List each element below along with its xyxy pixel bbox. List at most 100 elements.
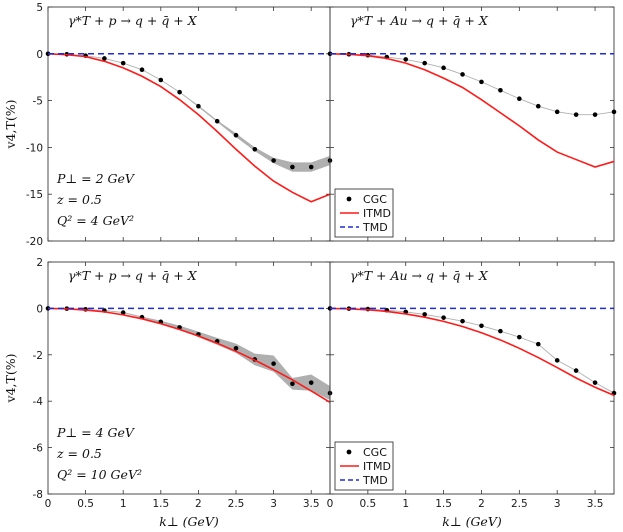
x-tick-label: 0.5: [360, 498, 377, 510]
cgc-point: [573, 368, 579, 373]
y-tick-label: -5: [33, 96, 43, 108]
process-label: γ*T + Au → q + q̄ + X: [350, 13, 489, 28]
x-tick-label: 3: [554, 498, 561, 510]
param-label: P⊥ = 2 GeV: [56, 171, 136, 186]
y-tick-label: -2: [33, 350, 43, 362]
cgc-guide-line: [329, 307, 615, 394]
cgc-point: [592, 112, 598, 117]
cgc-point: [573, 112, 579, 117]
cgc-point: [535, 103, 541, 109]
panel-bottom-right: 0 0.5 1 1.5 2 2.5 3 3.5 γ*T + Au → q + q̄ + X CGC…: [327, 261, 617, 529]
cgc-point: [290, 164, 295, 170]
cgc-band: [48, 308, 330, 401]
cgc-point: [611, 109, 617, 115]
cgc-point: [308, 164, 314, 170]
process-label: γ*T + Au → q + q̄ + X: [350, 268, 489, 283]
cgc-point: [403, 57, 409, 62]
cgc-point: [517, 96, 522, 102]
y-tick-label: -4: [33, 396, 44, 408]
cgc-point: [233, 346, 239, 351]
cgc-point: [120, 60, 126, 66]
y-tick-label: 0: [36, 49, 43, 61]
cgc-point: [233, 132, 239, 138]
legend-tmd-label: TMD: [362, 474, 388, 487]
panel-frame: [329, 6, 615, 242]
x-tick-label: 3.5: [303, 498, 320, 510]
cgc-point: [441, 315, 446, 320]
cgc-point: [422, 312, 427, 317]
x-tick-label: 0: [45, 498, 52, 510]
x-tick-label: 1: [402, 498, 409, 510]
x-axis-label: k⊥ (GeV): [159, 514, 219, 529]
cgc-point: [271, 361, 276, 366]
param-label: Q² = 4 GeV²: [57, 213, 134, 228]
cgc-point: [271, 158, 276, 163]
cgc-point: [422, 60, 427, 66]
process-label: γ*T + p → q + q̄ + X: [68, 268, 198, 283]
cgc-point: [535, 341, 541, 347]
y-tick-label: -8: [33, 489, 43, 501]
legend-cgc-label: CGC: [363, 446, 387, 459]
cgc-point: [460, 318, 465, 324]
cgc-point: [308, 380, 314, 385]
cgc-point: [498, 88, 503, 93]
cgc-point: [460, 72, 465, 77]
x-tick-label: 2.5: [228, 498, 245, 510]
param-label: Q² = 10 GeV²: [57, 467, 142, 482]
y-tick-label: 2: [36, 257, 43, 269]
cgc-guide-line: [329, 53, 615, 116]
x-tick-label: 0: [327, 498, 334, 510]
cgc-guide-line: [47, 53, 331, 168]
x-tick-label: 1.5: [152, 498, 169, 510]
legend-cgc-label: CGC: [363, 193, 387, 206]
cgc-guide-line: [47, 307, 331, 394]
param-label: z = 0.5: [56, 192, 102, 207]
x-axis-label: k⊥ (GeV): [442, 514, 502, 529]
y-tick-label: 5: [36, 2, 43, 14]
legend-itmd-label: ITMD: [363, 207, 391, 220]
y-axis-label: v4,T(%): [3, 354, 18, 404]
legend-cgc-marker: [346, 196, 352, 202]
cgc-point: [196, 103, 201, 109]
cgc-point: [102, 56, 107, 61]
cgc-point: [139, 67, 145, 73]
x-tick-label: 3.5: [587, 498, 604, 510]
cgc-point: [498, 328, 503, 334]
y-axis-label: v4,T(%): [3, 100, 18, 150]
cgc-point: [592, 380, 598, 385]
legend-itmd-label: ITMD: [363, 460, 391, 473]
x-tick-label: 1: [120, 498, 127, 510]
cgc-point: [120, 310, 126, 315]
cgc-point: [290, 381, 295, 387]
x-tick-label: 1.5: [435, 498, 452, 510]
process-label: γ*T + p → q + q̄ + X: [68, 13, 198, 28]
panel-frame: [329, 261, 615, 495]
cgc-point: [479, 323, 484, 329]
cgc-point: [177, 89, 182, 95]
cgc-point: [214, 118, 220, 124]
panel-top-left: 5 0 -5 -10 -15 -20 γ*T + p → q + q̄ + X P⊥ = 2 …: [3, 2, 333, 248]
itmd-line: [329, 307, 615, 397]
cgc-point: [554, 358, 560, 363]
y-tick-label: -20: [26, 236, 43, 248]
itmd-line: [47, 307, 331, 404]
y-tick-label: -6: [33, 443, 44, 455]
x-tick-label: 0.5: [77, 498, 94, 510]
cgc-point: [158, 77, 164, 83]
cgc-point: [554, 109, 560, 115]
x-tick-label: 3: [270, 498, 277, 510]
x-tick-label: 2.5: [511, 498, 528, 510]
cgc-point: [479, 79, 484, 85]
itmd-line: [329, 53, 615, 168]
legend-cgc-marker: [346, 449, 352, 455]
itmd-line: [47, 53, 331, 203]
cgc-point: [252, 146, 258, 152]
legend-tmd-label: TMD: [362, 221, 388, 234]
x-tick-label: 2: [478, 498, 485, 510]
cgc-point: [517, 334, 522, 340]
y-tick-label: 0: [36, 303, 43, 315]
x-tick-label: 2: [195, 498, 202, 510]
param-label: z = 0.5: [56, 446, 102, 461]
